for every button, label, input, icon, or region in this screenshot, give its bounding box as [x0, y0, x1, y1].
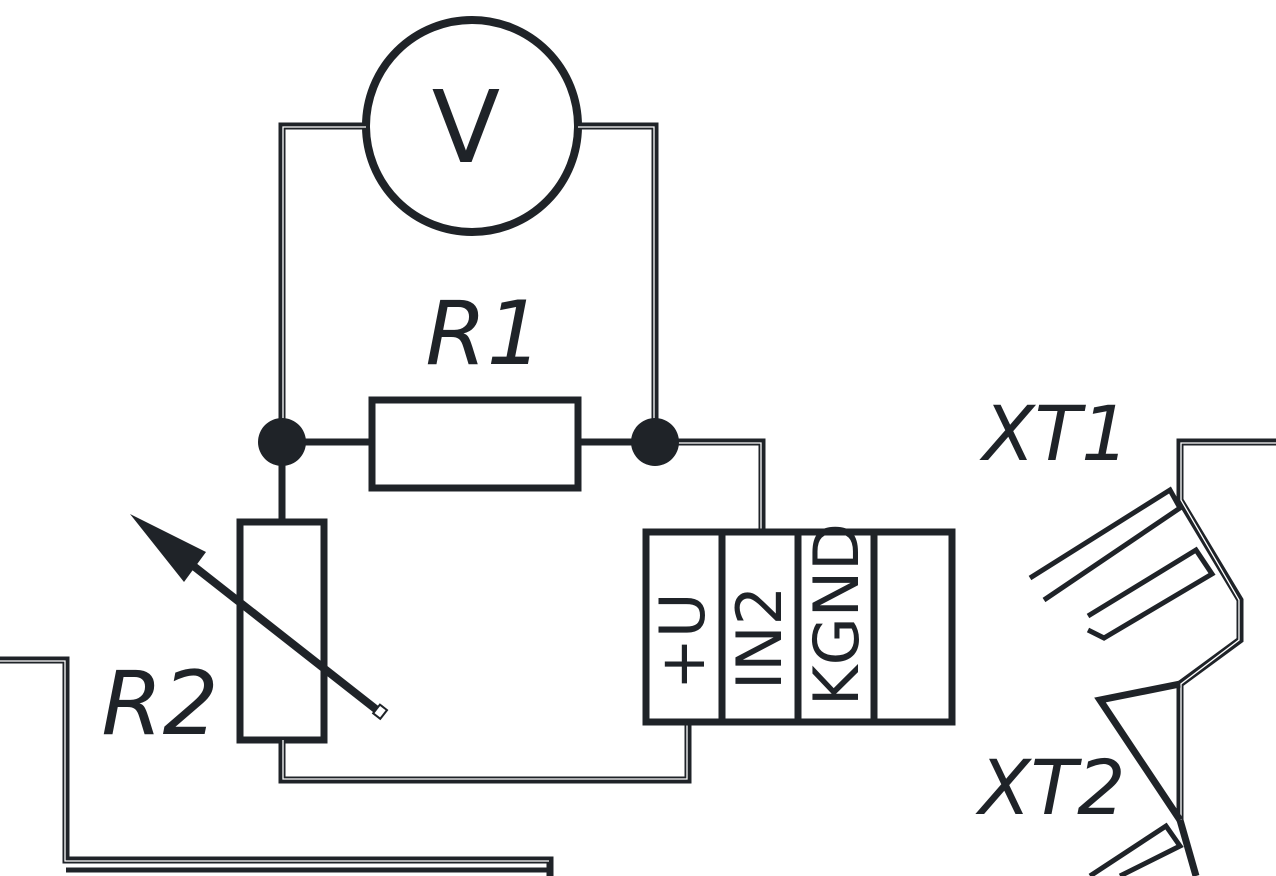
terminal-pin-kgnd[interactable]: KGND: [800, 523, 873, 706]
voltmeter[interactable]: V: [362, 16, 582, 236]
terminal-block[interactable]: +U IN2 KGND: [642, 523, 956, 726]
resistor-r2-label: R2: [101, 652, 218, 755]
resistor-r1-body: [368, 396, 582, 492]
wire-voltmeter-right: [578, 122, 659, 440]
connector-xt1[interactable]: XT1: [979, 389, 1276, 822]
terminal-pin-in2-label: IN2: [723, 586, 796, 690]
junction-node-right: [631, 418, 679, 466]
xt1-pin-upper: [1028, 486, 1184, 603]
terminal-pin-in2[interactable]: IN2: [723, 586, 796, 690]
wire-junction-right-to-in2: [655, 438, 766, 530]
resistor-r1[interactable]: R1: [368, 282, 582, 492]
connector-xt2[interactable]: XT2: [975, 743, 1200, 876]
left-board-outline: [0, 656, 554, 876]
wire-voltmeter-left: [278, 122, 366, 440]
xt1-pin-lower: [1086, 546, 1216, 641]
terminal-pin-plus-u[interactable]: +U: [646, 593, 719, 690]
connector-xt1-label: XT1: [979, 389, 1130, 478]
connector-xt2-label: XT2: [975, 743, 1126, 832]
xt2-pin-upper: [1088, 822, 1184, 876]
resistor-r1-inner: [377, 405, 573, 483]
wire-r2-to-plus-u: [278, 722, 692, 784]
variable-arrow-icon: [130, 514, 389, 721]
junction-node-left: [258, 418, 306, 466]
voltmeter-ring: [370, 24, 574, 228]
terminal-pin-plus-u-label: +U: [646, 593, 719, 690]
resistor-r1-label: R1: [425, 282, 542, 385]
resistor-r2-inner: [245, 527, 319, 735]
voltmeter-symbol: V: [432, 69, 500, 186]
terminal-pin-kgnd-label: KGND: [800, 523, 873, 706]
resistor-r2[interactable]: R2: [101, 514, 389, 755]
